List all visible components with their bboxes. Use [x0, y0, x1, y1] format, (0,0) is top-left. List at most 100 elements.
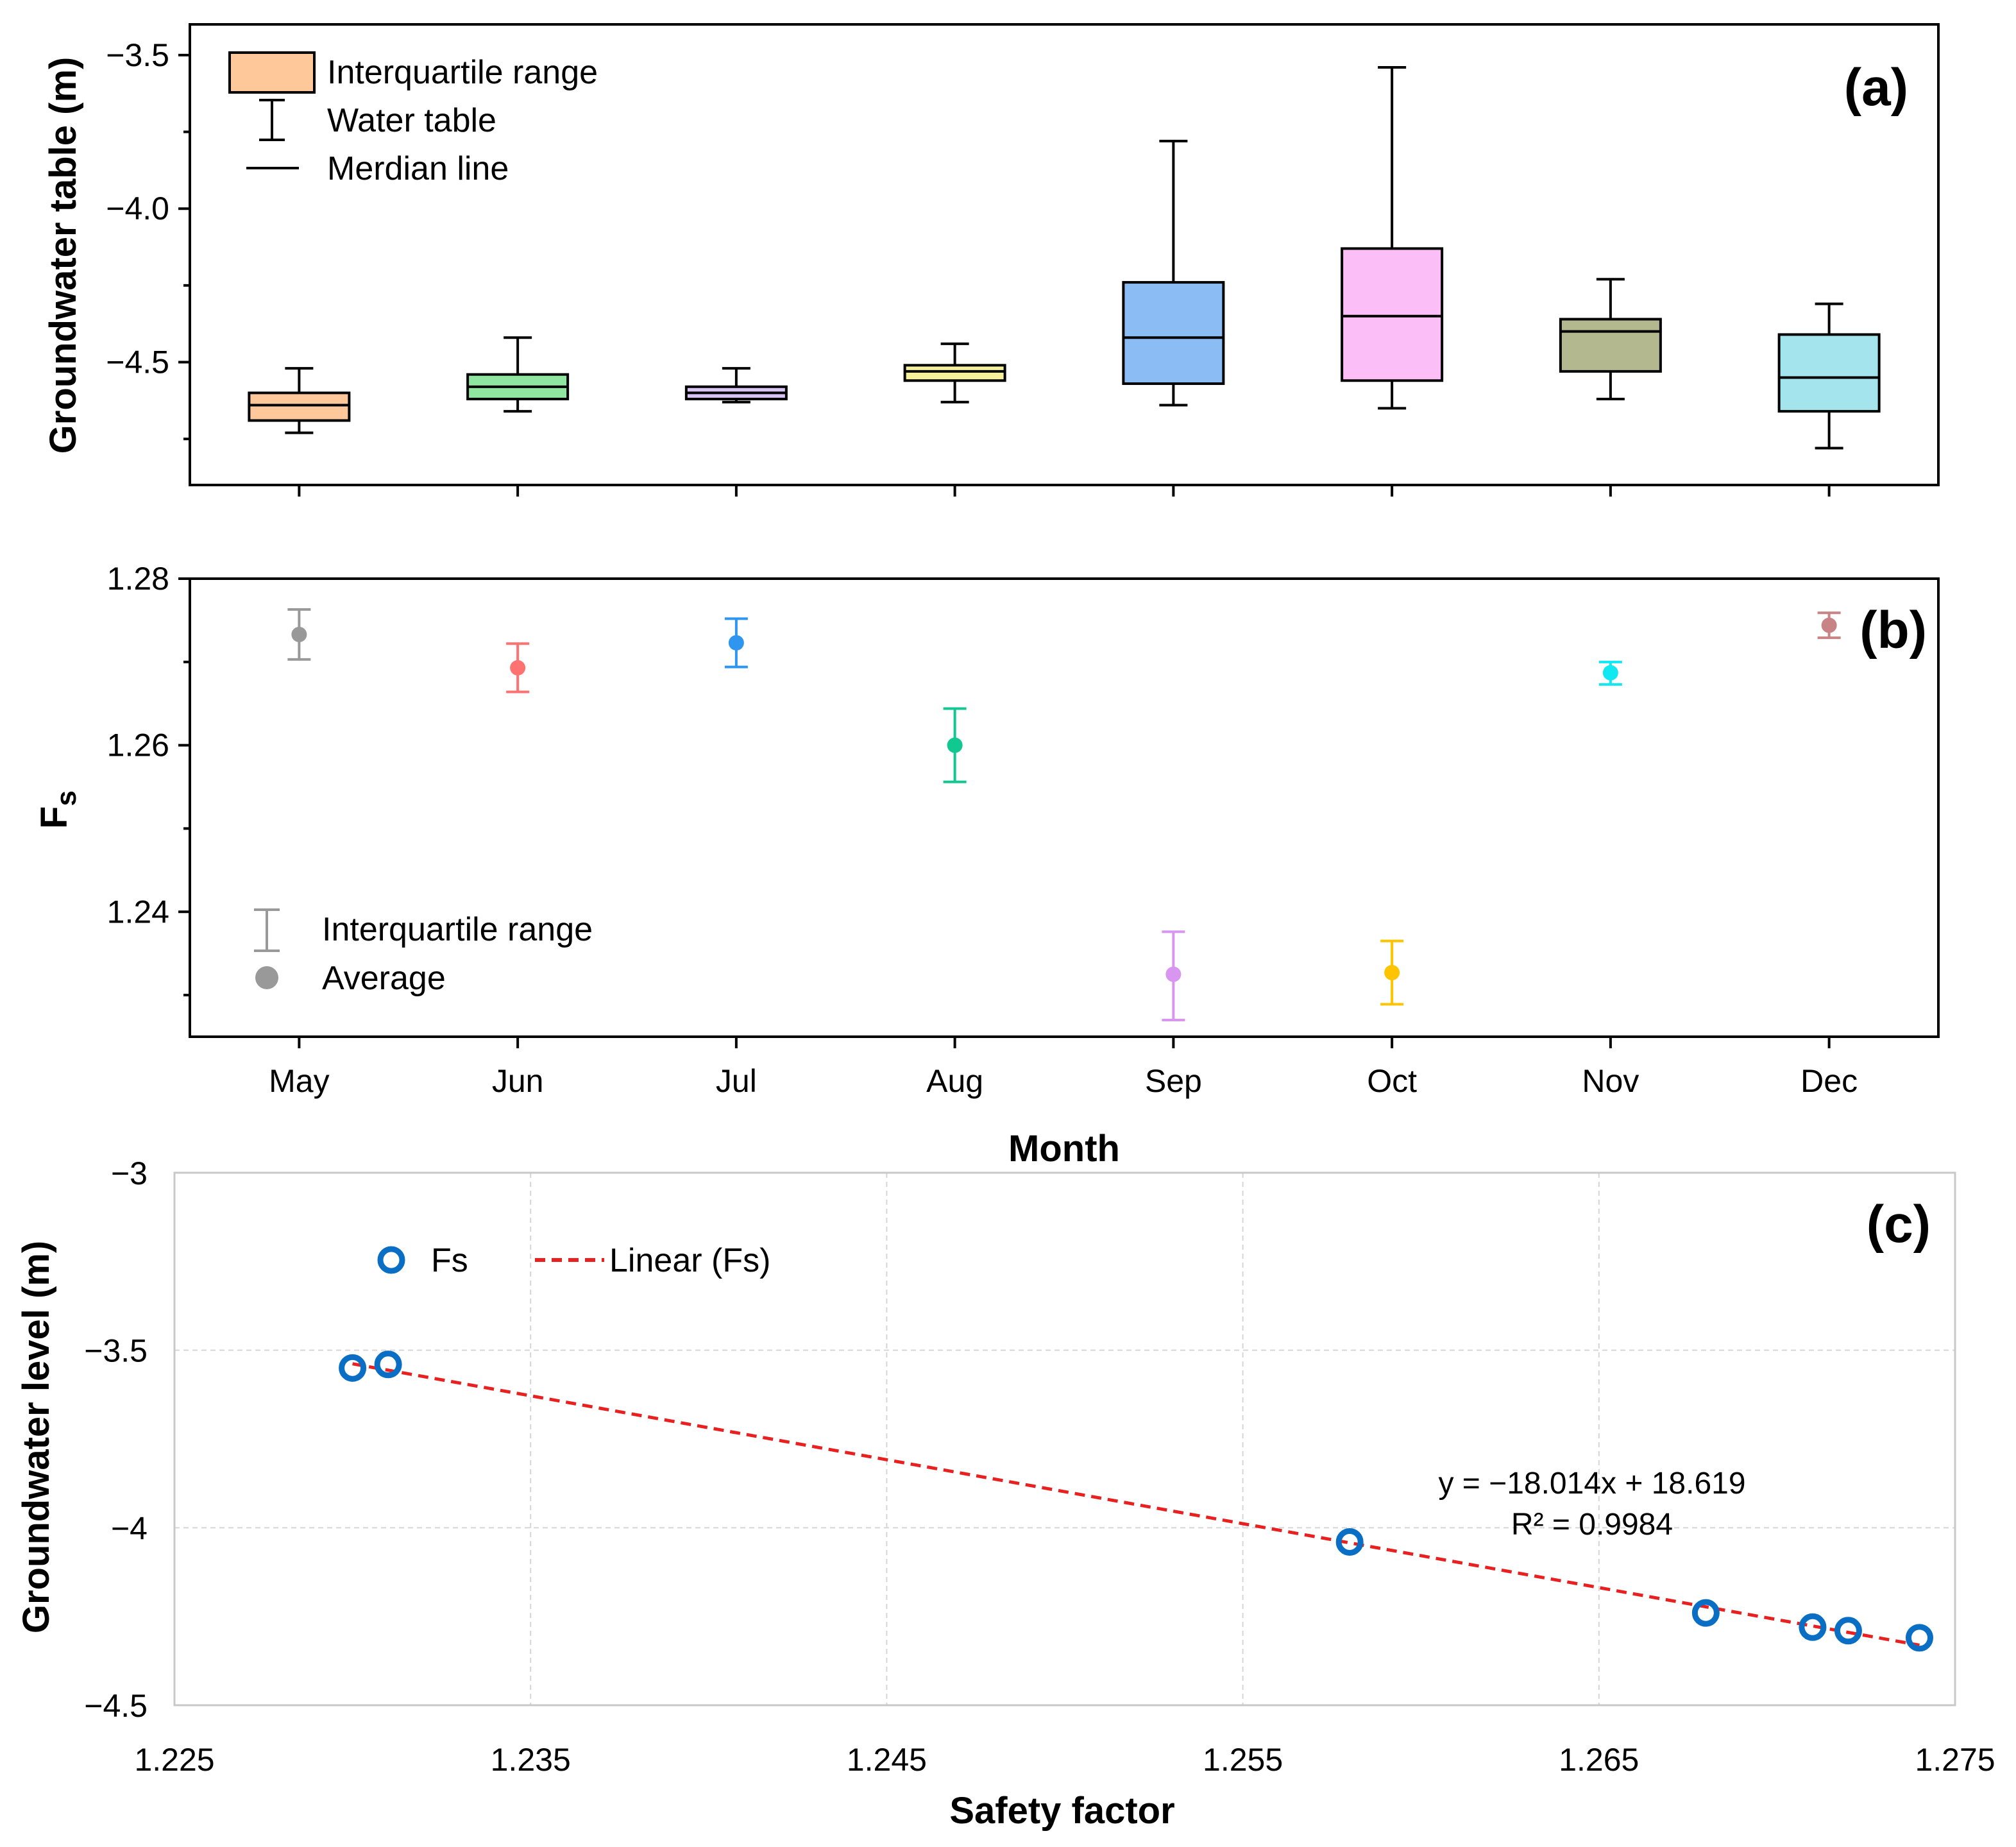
average-dot: [510, 660, 526, 676]
x-axis-ticks: May Jun Jul Aug Sep Oct Nov Dec: [269, 1037, 1858, 1099]
box-jul: [684, 367, 788, 404]
grid-lines: [174, 1173, 1955, 1705]
box-jun: [466, 336, 570, 413]
scatter-point: [1905, 1624, 1933, 1652]
iqr-box: [1341, 247, 1444, 382]
errorbar-jul: [724, 617, 748, 668]
y-axis-ticks: 1.28 1.26 1.24: [107, 561, 190, 997]
x-tick-label-nov: Nov: [1582, 1063, 1639, 1099]
average-dot: [1821, 617, 1837, 633]
scatter-point: [1335, 1528, 1364, 1556]
plot-frame-b: [189, 577, 1940, 1038]
x-tick-label-dec: Dec: [1800, 1063, 1858, 1099]
average-dot: [1384, 965, 1400, 981]
x-tick-label: 1.235: [491, 1742, 571, 1778]
legend-fs-marker: [377, 1246, 405, 1274]
y-tick-label: 1.26: [107, 728, 169, 763]
y-tick-label: 1.28: [107, 561, 169, 597]
box-sep: [1122, 139, 1225, 407]
y-tick-label: −4.0: [106, 191, 169, 226]
x-tick-label-jun: Jun: [492, 1063, 544, 1099]
average-dot: [291, 626, 307, 642]
x-tick-label-sep: Sep: [1145, 1063, 1202, 1099]
errorbar-sep: [1162, 930, 1185, 1022]
legend-a: Interquartile range Water table Merdian …: [228, 51, 598, 187]
x-tick-label: 1.265: [1559, 1742, 1639, 1778]
legend-label-median: Merdian line: [327, 150, 509, 187]
r-squared-label: R² = 0.9984: [1511, 1508, 1673, 1542]
y-axis-ticks: −3.5 −4.0 −4.5: [106, 37, 190, 441]
panel-b-error-bars: 1.28 1.26 1.24 May Jun Jul Aug Sep Oct Nov Dec Fs…: [33, 561, 1940, 1170]
errorbar-dec: [1817, 611, 1841, 640]
legend-errorbar-icon: [254, 908, 280, 952]
legend-label-average: Average: [322, 960, 446, 997]
box-group: [248, 66, 1881, 450]
y-axis-ticks: −3 −3.5 −4 −4.5: [84, 1155, 148, 1724]
errorbar-oct: [1380, 939, 1404, 1006]
y-tick-label: −4.5: [84, 1688, 148, 1724]
legend-c: Fs Linear (Fs): [377, 1242, 770, 1279]
trendline-group: [352, 1362, 1920, 1647]
scatter-point: [374, 1350, 402, 1379]
x-tick-label: 1.225: [134, 1742, 214, 1778]
plot-frame-c: [173, 1171, 1956, 1707]
scatter-point: [339, 1354, 367, 1382]
x-axis-title-b: Month: [1008, 1128, 1120, 1170]
scatter-point: [1691, 1599, 1720, 1627]
iqr-box: [1559, 318, 1662, 373]
x-axis-ticks: [298, 485, 1831, 497]
panel-a-box-plot: −3.5 −4.0 −4.5 Groundwater table (m) (a) I…: [42, 23, 1940, 497]
iqr-box: [248, 391, 351, 422]
y-tick-label: −4: [111, 1510, 148, 1546]
box-aug: [903, 342, 1006, 404]
box-oct: [1341, 66, 1444, 410]
box-nov: [1559, 278, 1662, 400]
x-tick-label: 1.245: [847, 1742, 927, 1778]
iqr-box: [1777, 333, 1881, 413]
errorbar-aug: [943, 707, 967, 783]
y-tick-label: −4.5: [106, 345, 169, 380]
x-tick-label: 1.255: [1203, 1742, 1283, 1778]
plot-frame-a: [189, 23, 1940, 486]
y-tick-label: −3.5: [84, 1333, 148, 1369]
x-tick-label: 1.275: [1915, 1742, 1995, 1778]
legend-whisker-icon: [259, 99, 285, 141]
panel-label-c: (c): [1867, 1195, 1931, 1254]
iqr-box: [903, 364, 1006, 382]
error-bar-group: [287, 608, 1841, 1022]
x-tick-label-oct: Oct: [1367, 1063, 1417, 1099]
legend-label-fs: Fs: [431, 1242, 468, 1279]
scatter-point: [1834, 1617, 1862, 1645]
average-dot: [947, 737, 963, 753]
scatter-point-group: [339, 1350, 1933, 1652]
legend-box-swatch: [228, 51, 316, 94]
iqr-box: [1122, 281, 1225, 386]
legend-b: Interquartile range Average: [254, 908, 593, 997]
panel-c-scatter: −3−3.5−4−4.5 1.225 1.235 1.245 1.255 1.265 1.…: [15, 1155, 1995, 1832]
errorbar-nov: [1598, 660, 1622, 686]
trendline-equation: y = −18.014x + 18.619: [1438, 1467, 1745, 1501]
panel-label-a: (a): [1844, 58, 1908, 117]
y-axis-title-c: Groundwater level (m): [15, 1241, 57, 1633]
average-dot: [1602, 665, 1618, 681]
y-tick-label: −3: [111, 1155, 148, 1191]
errorbar-may: [287, 608, 311, 661]
legend-label-water-table: Water table: [327, 102, 496, 139]
legend-label-iqr: Interquartile range: [327, 54, 598, 91]
x-tick-label-aug: Aug: [926, 1063, 983, 1099]
y-tick-label: −3.5: [106, 37, 169, 73]
legend-average-dot: [255, 966, 278, 989]
panel-label-b: (b): [1859, 601, 1927, 660]
box-may: [248, 367, 351, 434]
average-dot: [1165, 966, 1182, 982]
x-tick-label-may: May: [269, 1063, 329, 1099]
y-axis-title-b: Fs: [33, 790, 82, 829]
x-axis-title-c: Safety factor: [949, 1790, 1174, 1832]
y-axis-title-a: Groundwater table (m): [42, 57, 84, 454]
legend-label-iqr-b: Interquartile range: [322, 911, 593, 948]
average-dot: [728, 634, 744, 651]
x-axis-ticks: 1.225 1.235 1.245 1.255 1.265 1.275: [134, 1742, 1995, 1778]
errorbar-jun: [506, 642, 530, 694]
box-dec: [1777, 302, 1881, 450]
